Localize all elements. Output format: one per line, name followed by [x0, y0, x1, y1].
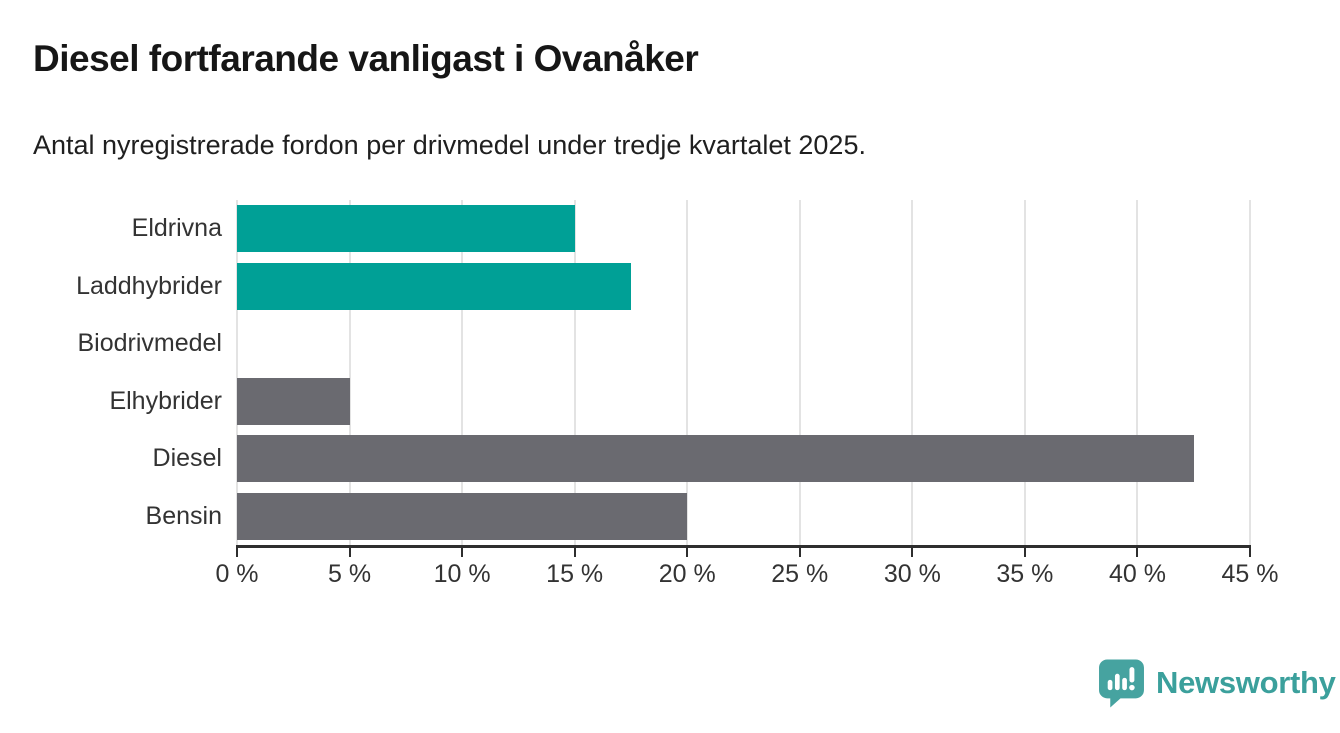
axis-tick	[461, 545, 464, 557]
gridline	[236, 200, 238, 545]
x-axis-line	[236, 545, 1251, 548]
axis-tick	[911, 545, 914, 557]
axis-tick	[686, 545, 689, 557]
category-label: Diesel	[152, 444, 222, 473]
gridline	[1249, 200, 1251, 545]
axis-tick	[1249, 545, 1251, 557]
category-label: Eldrivna	[131, 214, 222, 243]
axis-tick-label: 35 %	[996, 560, 1054, 588]
axis-tick	[1136, 545, 1139, 557]
axis-tick-label: 25 %	[771, 560, 829, 588]
category-labels: Eldrivna Laddhybrider Biodrivmedel Elhybrid…	[0, 200, 222, 545]
axis-tick	[236, 545, 238, 557]
brand-footer: Newsworthy	[1098, 658, 1336, 708]
plot-area	[236, 200, 1251, 546]
gridline	[798, 200, 801, 545]
gridline	[348, 200, 351, 545]
chart-row	[237, 488, 1250, 546]
bar-laddhybrider	[237, 262, 631, 310]
chart-title: Diesel fortfarande vanligast i Ovanåker	[33, 38, 699, 79]
axis-tick-label: 30 %	[883, 560, 941, 588]
axis-tick-label: 45 %	[1221, 560, 1279, 588]
chart-subtitle: Antal nyregistrerade fordon per drivmede…	[33, 130, 866, 160]
bar-bensin	[237, 492, 688, 540]
category-label: Bensin	[145, 501, 222, 530]
bar-elhybrider	[237, 377, 350, 425]
gridline	[1023, 200, 1026, 545]
bar-eldrivna	[237, 205, 575, 252]
chart-row	[237, 373, 1250, 431]
axis-tick-label: 10 %	[433, 560, 491, 588]
chart-row	[237, 430, 1250, 488]
category-label: Elhybrider	[109, 386, 222, 415]
bar-diesel	[237, 435, 1194, 482]
axis-tick-label: 20 %	[658, 560, 716, 588]
brand-name: Newsworthy	[1156, 665, 1336, 700]
axis-tick	[348, 545, 351, 557]
axis-tick	[1023, 545, 1026, 557]
bar-chart: Eldrivna Laddhybrider Biodrivmedel Elhybrid…	[0, 200, 1340, 545]
category-label: Biodrivmedel	[77, 329, 222, 358]
axis-tick	[573, 545, 576, 557]
chart-row	[237, 315, 1250, 373]
gridline	[1136, 200, 1139, 545]
gridline	[573, 200, 576, 545]
category-label: Laddhybrider	[76, 271, 222, 300]
axis-tick-label: 15 %	[546, 560, 604, 588]
chart-row	[237, 200, 1250, 258]
gridline	[686, 200, 689, 545]
x-axis: 0 % 5 % 10 % 15 % 20 % 25 % 30 % 35 % 40 % 45 %	[215, 545, 1278, 590]
gridline	[461, 200, 464, 545]
axis-tick-label: 40 %	[1108, 560, 1166, 588]
chart-row	[237, 258, 1250, 316]
axis-tick	[798, 545, 801, 557]
gridline	[911, 200, 914, 545]
axis-tick-label: 5 %	[328, 560, 372, 588]
axis-tick-label: 0 %	[215, 560, 259, 588]
newsworthy-logo-icon	[1099, 659, 1144, 708]
